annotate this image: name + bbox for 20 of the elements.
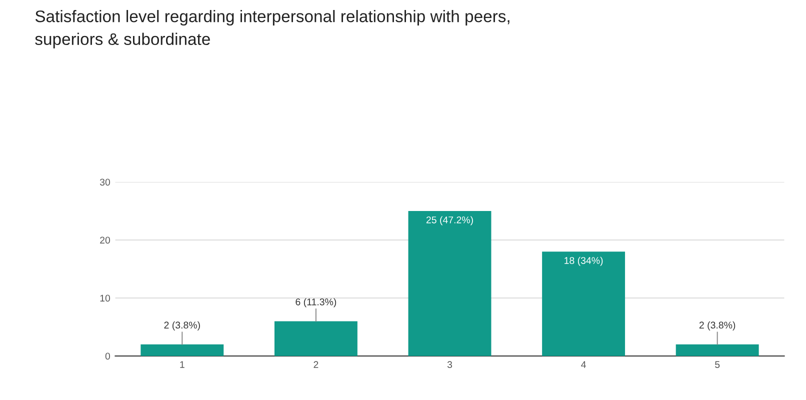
x-tick-label: 4 (581, 361, 586, 368)
bar (140, 344, 224, 356)
x-tick-label: 5 (715, 361, 720, 368)
data-label: 18 (34%) (564, 256, 603, 266)
bar (676, 344, 759, 356)
x-tick-label: 2 (314, 361, 318, 368)
data-label: 6 (11.3%) (296, 298, 336, 308)
data-label: 25 (47.2%) (426, 216, 473, 226)
data-label: 2 (3.8%) (699, 321, 736, 330)
y-tick-label: 20 (100, 236, 110, 244)
y-tick-label: 30 (100, 178, 110, 186)
x-tick-label: 3 (447, 361, 452, 368)
bar (274, 321, 358, 356)
y-tick-label: 0 (105, 352, 110, 360)
bar (542, 252, 626, 356)
chart-title: Satisfaction level regarding interpersonal relationship with peers, superiors & subordinate (35, 10, 510, 48)
bar (408, 211, 492, 356)
data-label: 2 (3.8%) (164, 321, 200, 330)
y-tick-label: 10 (100, 294, 110, 302)
x-tick-label: 1 (180, 361, 184, 368)
